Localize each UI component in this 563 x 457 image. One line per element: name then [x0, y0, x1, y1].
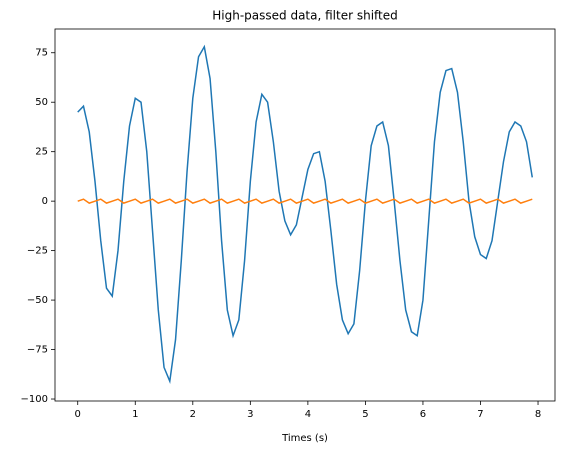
x-axis-label: Times (s)	[281, 433, 328, 444]
y-tick-label: −75	[27, 345, 48, 356]
x-tick-label: 7	[477, 409, 483, 420]
x-tick-label: 0	[75, 409, 81, 420]
x-tick-label: 5	[362, 409, 368, 420]
axes-frame	[54, 28, 556, 402]
line-series	[77, 44, 534, 385]
y-tick-label: 25	[35, 147, 48, 158]
y-tick-label: −100	[21, 394, 48, 405]
x-tick-label: 3	[247, 409, 253, 420]
x-tick-label: 4	[305, 409, 311, 420]
y-tick-label: 50	[35, 97, 48, 108]
x-tick-label: 6	[420, 409, 426, 420]
y-tick-label: 0	[42, 196, 48, 207]
x-tick-label: 1	[132, 409, 138, 420]
chart-title: High-passed data, filter shifted	[212, 9, 398, 23]
y-tick-label: 75	[35, 48, 48, 59]
line-series	[77, 198, 533, 204]
y-tick-label: −50	[27, 295, 48, 306]
x-tick-label: 2	[190, 409, 196, 420]
y-tick-label: −25	[27, 246, 48, 257]
x-tick-label: 8	[535, 409, 541, 420]
